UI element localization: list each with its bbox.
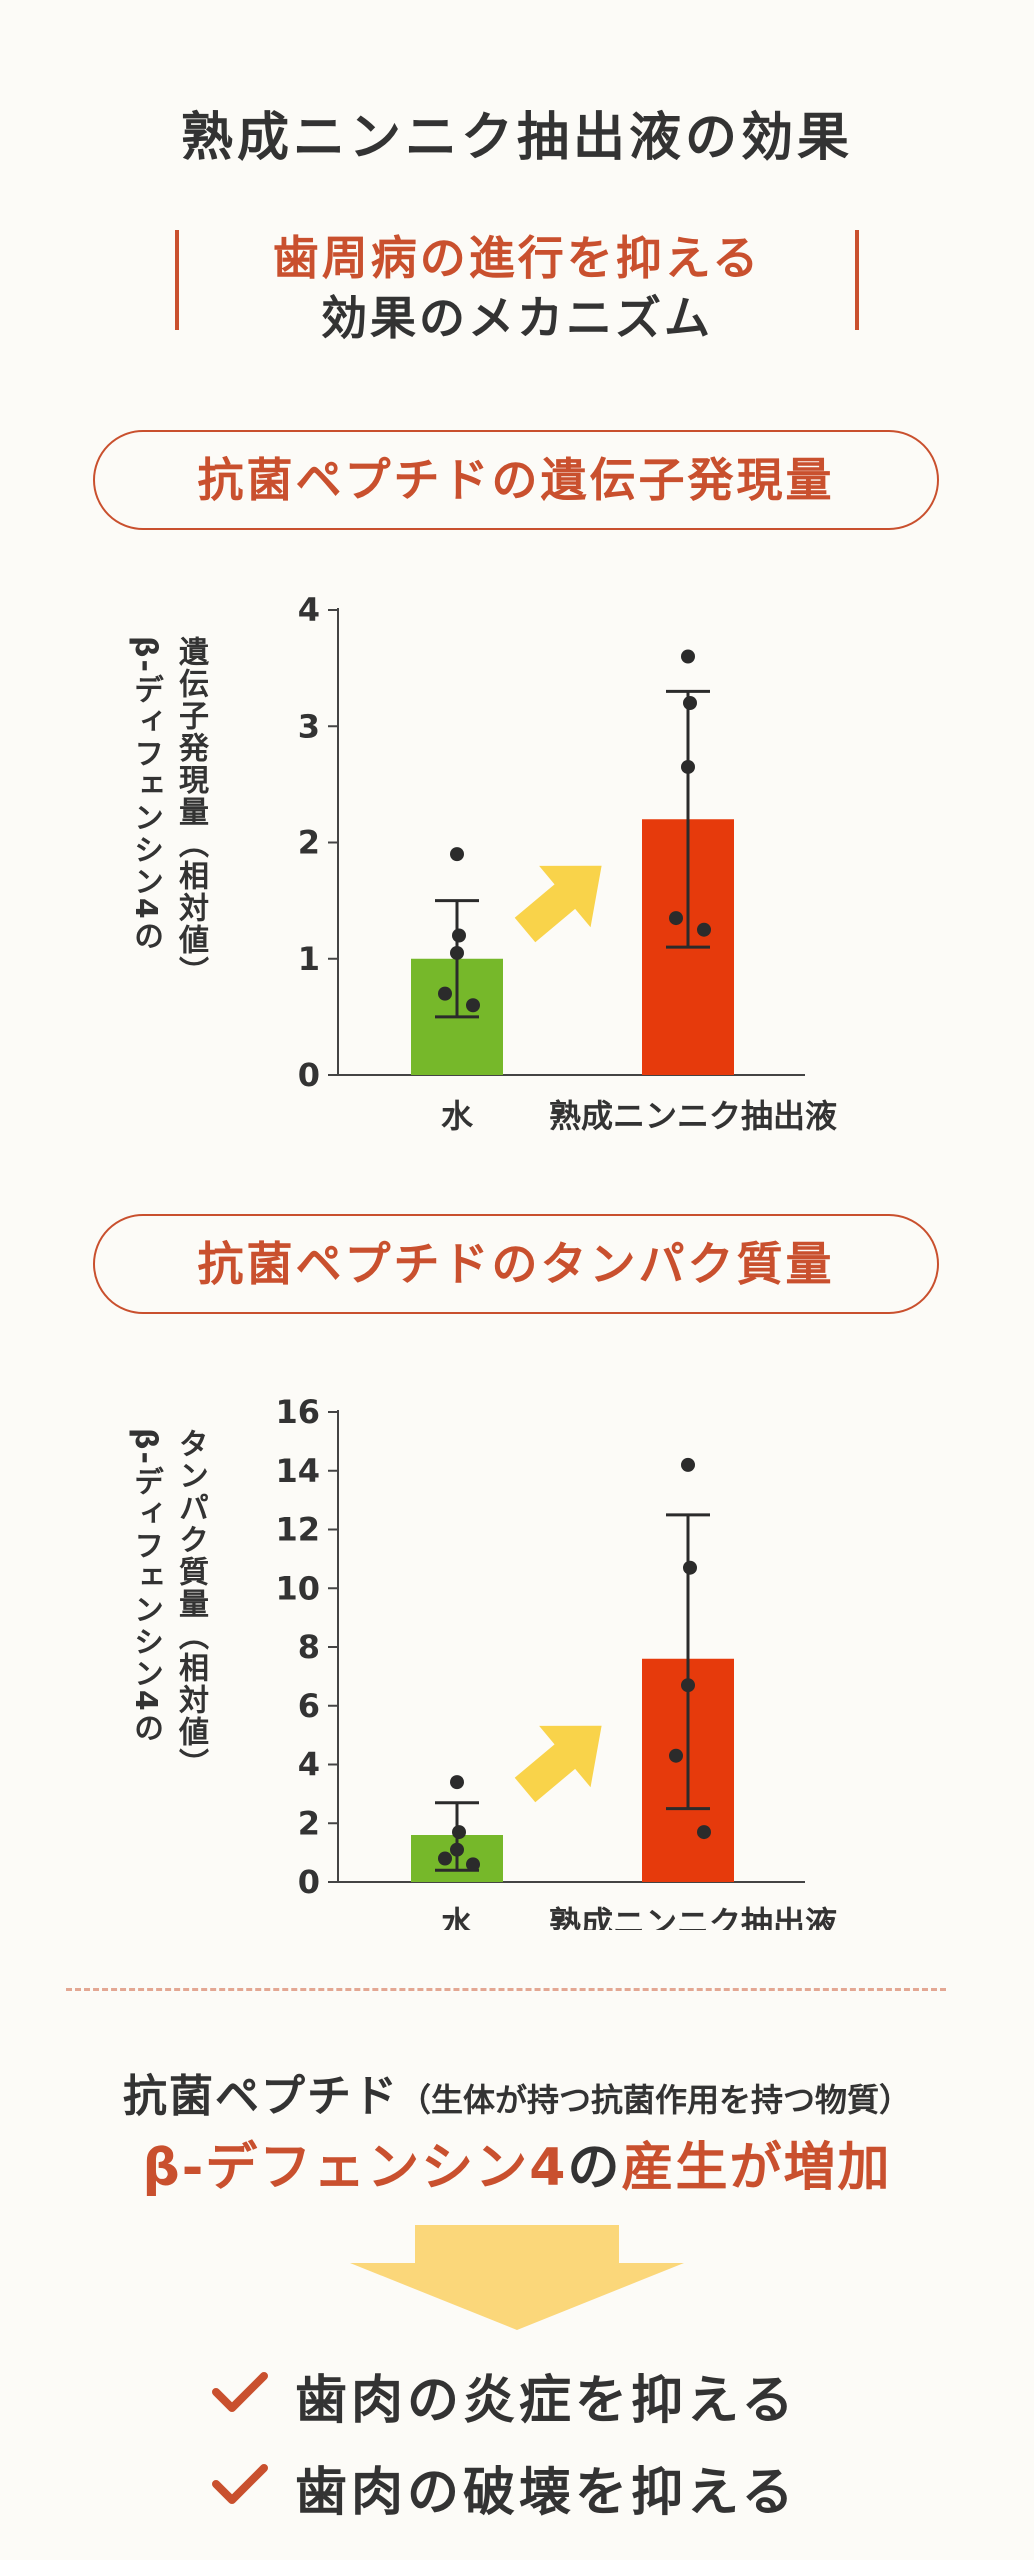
data-point [450, 945, 464, 960]
summary-particle: の [567, 2138, 622, 2198]
chart1-plot: 0 1 2 3 4 水 熟成ニンニク抽出液 [298, 591, 837, 1135]
y-tick-label: 14 [275, 1452, 320, 1490]
check-label: 歯肉の破壊を抑える [295, 2463, 798, 2523]
data-point [466, 998, 480, 1013]
x-tick-label: 水 [441, 1097, 474, 1135]
data-point [452, 1825, 466, 1840]
summary-increase: 産生が増加 [621, 2138, 892, 2198]
chart2-title: 抗菌ペプチドのタンパク質量 [93, 1214, 939, 1314]
down-arrow-icon [350, 2225, 684, 2330]
y-tick-label: 4 [298, 1746, 320, 1784]
page-title: 熟成ニンニク抽出液の効果 [180, 108, 853, 168]
x-tick-label: 熟成ニンニク抽出液 [549, 1904, 837, 1930]
summary-note: （生体が持つ抗菌作用を持つ物質） [398, 2081, 911, 2119]
check-label: 歯肉の炎症を抑える [295, 2371, 798, 2431]
y-tick-label: 2 [298, 1804, 320, 1842]
y-tick-label: 3 [298, 707, 320, 745]
y-tick-label: 4 [298, 591, 320, 629]
data-point [669, 911, 683, 926]
mechanism-line1: 歯周病の進行を抑える [272, 231, 762, 285]
check-icon [212, 2464, 268, 2504]
summary-line1: 抗菌ペプチド（生体が持つ抗菌作用を持つ物質） [0, 2060, 1034, 2124]
data-point [450, 847, 464, 862]
data-point [683, 696, 697, 710]
data-point [450, 1842, 464, 1857]
chart2-ylabel-line1: β-ディフェンシン4の [128, 1428, 163, 1745]
mechanism-right-bar [855, 230, 859, 330]
data-point [438, 1851, 452, 1866]
data-point [450, 1775, 464, 1790]
data-point [697, 1825, 711, 1840]
y-tick-label: 8 [298, 1628, 320, 1666]
data-point [681, 1457, 695, 1472]
x-tick-label: 水 [441, 1904, 474, 1930]
y-tick-label: 16 [275, 1393, 320, 1431]
data-point [681, 1678, 695, 1693]
y-tick-label: 6 [298, 1687, 320, 1725]
y-tick-label: 12 [275, 1511, 320, 1549]
y-tick-label: 10 [275, 1569, 320, 1607]
y-tick-label: 1 [298, 940, 320, 978]
y-tick-label: 2 [298, 824, 320, 862]
data-point [452, 928, 466, 943]
chart2-plot: 0 2 4 6 8 10 12 14 16 水 熟成ニンニク抽出液 [275, 1393, 837, 1930]
summary-defensin: β-デフェンシン4 [142, 2138, 568, 2198]
increase-arrow-icon [514, 865, 602, 943]
data-point [681, 759, 695, 774]
chart1-ylabel-line2: 遺伝子発現量（相対値） [173, 636, 208, 988]
check-icon [212, 2372, 268, 2412]
y-tick-label: 0 [298, 1863, 320, 1901]
data-point [683, 1560, 697, 1575]
x-tick-label: 熟成ニンニク抽出液 [549, 1097, 837, 1135]
data-point [438, 986, 452, 1001]
mechanism-line2: 効果のメカニズム [321, 291, 713, 345]
data-point [669, 1748, 683, 1763]
y-tick-label: 0 [298, 1056, 320, 1094]
chart2-ylabel-line2: タンパク質量（相対値） [173, 1428, 208, 1780]
mechanism-left-bar [175, 230, 179, 330]
data-point [681, 649, 695, 664]
data-point [466, 1857, 480, 1872]
chart1-ylabel-line1: β-ディフェンシン4の [128, 636, 163, 953]
summary-line2: β-デフェンシン4の産生が増加 [0, 2125, 1034, 2200]
increase-arrow-icon [514, 1725, 602, 1803]
dashed-divider [66, 1988, 946, 1991]
data-point [697, 922, 711, 937]
summary-peptide: 抗菌ペプチド [122, 2071, 399, 2122]
chart1-title: 抗菌ペプチドの遺伝子発現量 [93, 430, 939, 530]
mechanism-heading: 歯周病の進行を抑える 効果のメカニズム [175, 222, 859, 345]
